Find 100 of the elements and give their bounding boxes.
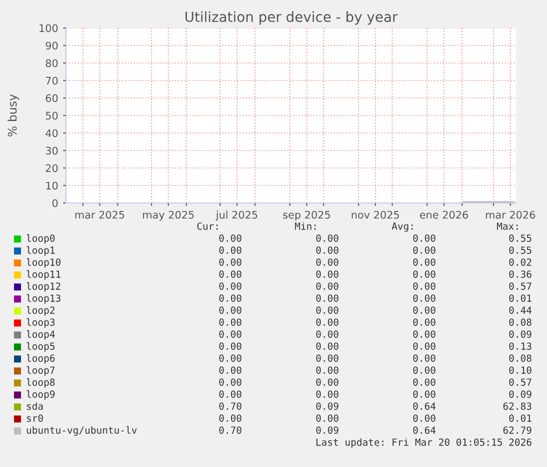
text: Avg: — [392, 222, 413, 232]
text: 0.00 — [219, 414, 242, 422]
chart-title: Utilization per device - by year — [186, 11, 398, 25]
text: 0.01 — [509, 294, 532, 302]
text: 0.00 — [316, 234, 338, 242]
text: 0.00 — [316, 294, 338, 302]
text: 0.00 — [316, 246, 338, 254]
text: 0.00 — [413, 234, 436, 242]
text: 0.02 — [509, 258, 532, 266]
text: 0.00 — [316, 282, 338, 290]
text: 0.00 — [413, 354, 436, 362]
y-tick-label: 100 — [40, 24, 58, 32]
text: 0.64 — [413, 402, 436, 410]
text: Max: — [496, 222, 518, 230]
y-tick-label: 30 — [46, 146, 58, 155]
text: 0.00 — [316, 342, 338, 350]
text: 0.00 — [219, 390, 242, 398]
text: 0.00 — [413, 270, 436, 278]
legend-label: loop2 — [26, 306, 54, 316]
legend-label: loop13 — [26, 294, 60, 304]
y-tick-label: 70 — [46, 76, 58, 85]
text: 0.00 — [413, 342, 436, 350]
text: 0.01 — [509, 414, 532, 422]
x-tick-label: mar 2025 — [75, 210, 124, 219]
y-tick-label: 90 — [46, 42, 58, 50]
text: Min: — [294, 222, 316, 230]
text: 0.70 — [219, 402, 242, 410]
legend-label: loop0 — [26, 234, 55, 244]
legend-label: sr0 — [27, 414, 43, 422]
legend-label: loop7 — [26, 366, 55, 376]
text: 0.00 — [316, 270, 338, 278]
text: 0.00 — [413, 414, 436, 422]
y-tick-label: 60 — [46, 94, 58, 102]
text: 62.83 — [503, 402, 532, 410]
text: 0.00 — [316, 330, 338, 338]
text: 0.00 — [316, 366, 338, 374]
text: 0.00 — [219, 378, 242, 386]
text: 0.57 — [509, 282, 532, 290]
text: 0.00 — [219, 342, 242, 350]
legend-label: loop8 — [26, 378, 55, 388]
text: 0.00 — [316, 258, 338, 266]
text: 0.00 — [219, 306, 242, 314]
x-tick-label: jul 2025 — [216, 210, 258, 221]
text: 0.00 — [413, 294, 436, 302]
legend-label: sda — [27, 402, 43, 410]
legend-label: loop9 — [26, 390, 55, 400]
legend-label: loop4 — [26, 330, 55, 340]
text: 0.00 — [219, 318, 242, 326]
text: Cur: — [197, 222, 218, 230]
text: 0.00 — [219, 294, 242, 302]
text: 0.00 — [413, 306, 436, 314]
text: 0.09 — [509, 390, 532, 398]
y-tick-label: 10 — [46, 182, 58, 190]
y-tick-label: 20 — [46, 164, 58, 172]
x-tick-label: sep 2025 — [283, 210, 330, 221]
text: 0.36 — [509, 270, 532, 278]
text: 0.00 — [316, 306, 338, 314]
text: 0.00 — [219, 270, 242, 278]
y-tick-label: 40 — [46, 129, 58, 138]
x-tick-label: ene 2026 — [420, 210, 468, 219]
text: 0.57 — [509, 378, 532, 386]
legend-label: loop12 — [26, 282, 60, 292]
y-tick-label: 50 — [46, 112, 58, 120]
text: 62.79 — [503, 426, 532, 434]
text: 0.44 — [509, 306, 532, 314]
text: 0.00 — [413, 390, 436, 398]
y-axis-title: % busy — [8, 94, 20, 136]
legend-label: loop3 — [26, 318, 55, 328]
x-tick-label: mar 2026 — [486, 210, 536, 219]
text: 0.00 — [219, 330, 242, 338]
text: 0.13 — [509, 342, 532, 350]
text: 0.64 — [413, 426, 436, 434]
text: 0.00 — [413, 258, 436, 266]
text: 0.00 — [413, 366, 436, 374]
x-tick-label: nov 2025 — [352, 210, 399, 219]
text: 0.55 — [509, 246, 532, 254]
text: 0.00 — [413, 246, 436, 254]
text: 0.00 — [219, 234, 242, 242]
text: Last update: Fri Mar 20 01:05:15 2026 — [316, 438, 532, 448]
text: 0.00 — [316, 354, 338, 362]
text: 0.00 — [413, 282, 436, 290]
text: 0.09 — [316, 426, 338, 434]
text: 0.00 — [413, 330, 436, 338]
text: 0.00 — [219, 246, 242, 254]
text: 0.00 — [219, 258, 242, 266]
x-tick-label: may 2025 — [143, 210, 194, 221]
text: 0.00 — [316, 414, 338, 422]
text: 0.00 — [413, 378, 436, 386]
text: 0.09 — [316, 402, 338, 410]
legend-label: loop11 — [26, 270, 60, 280]
text: 0.70 — [219, 426, 242, 434]
legend-label: ubuntu-vg/ubuntu-lv — [26, 426, 137, 436]
legend-label: loop6 — [26, 354, 55, 364]
text: 0.00 — [219, 354, 242, 362]
text: 0.00 — [316, 318, 338, 326]
text: 0.10 — [509, 366, 532, 374]
text: 0.00 — [316, 378, 338, 386]
text: 0.00 — [219, 366, 242, 374]
text: 0.00 — [219, 282, 242, 290]
text: 0.00 — [413, 318, 436, 326]
